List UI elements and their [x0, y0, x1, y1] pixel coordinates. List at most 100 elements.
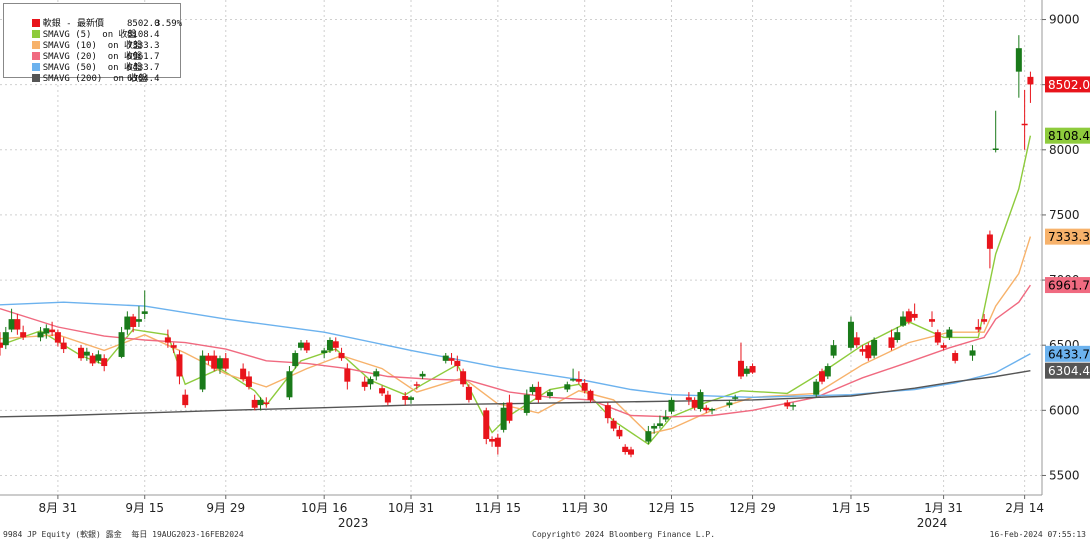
price-badge-label: 8502.0 — [1048, 78, 1090, 92]
candle-body — [651, 425, 658, 429]
candle-body — [321, 350, 328, 354]
legend-label: SMAVG (5) on 收盤 — [42, 30, 137, 40]
candle-body — [732, 397, 739, 399]
candle-body — [448, 358, 455, 361]
candle-body — [911, 313, 918, 318]
candle-body — [164, 337, 171, 343]
legend-item-sma5: SMAVG (5) on 收盤 8108.4 — [10, 19, 160, 40]
candle-body — [1021, 123, 1028, 126]
candle-body — [847, 321, 854, 348]
candle-body — [124, 316, 131, 330]
candle-body — [454, 360, 461, 367]
candle-body — [830, 345, 837, 356]
price-badge — [1045, 228, 1090, 245]
candle-body — [373, 371, 380, 377]
candle-body — [668, 399, 675, 412]
candle-body — [240, 368, 247, 380]
x-tick-label: 10月 31 — [388, 501, 434, 515]
candle-body — [940, 345, 947, 348]
candle-body — [489, 438, 496, 442]
candle-body — [118, 332, 125, 357]
grid — [0, 0, 1042, 495]
legend-swatch — [31, 63, 40, 71]
candle-body — [616, 429, 623, 437]
legend-swatch — [31, 74, 40, 82]
candle-body — [263, 402, 270, 405]
legend-item-sma20: SMAVG (20) on 收盤 6961.7 — [10, 41, 160, 62]
legend-label: SMAVG (20) on 收盤 — [42, 52, 142, 62]
candle-body — [413, 384, 420, 386]
candle-body — [494, 437, 501, 447]
candle-body — [871, 339, 878, 356]
x-axis: 8月 31 9月 15 9月 29 10月 16 10月 31 11月 15 11月 30 1… — [39, 495, 1044, 530]
candle-body — [737, 360, 744, 377]
x-tick-label: 10月 16 — [301, 501, 347, 515]
candle-body — [703, 407, 710, 411]
legend-change: 3.59% — [155, 19, 183, 29]
price-badge-label: 6304.4 — [1048, 364, 1090, 378]
series-line — [0, 135, 1032, 446]
candle-body — [14, 319, 21, 330]
candle-body — [49, 329, 56, 333]
x-tick-label: 1月 15 — [832, 501, 871, 515]
candle-body — [900, 316, 907, 326]
candle-body — [610, 420, 617, 429]
candle-body — [89, 355, 96, 364]
candle-body — [83, 351, 90, 356]
candle-body — [581, 382, 588, 391]
candle-body — [101, 358, 108, 367]
candle-body — [986, 234, 993, 249]
y-tick-label: 8000 — [1049, 143, 1080, 157]
legend-value: 6304.4 — [127, 74, 160, 84]
x-tick-label: 2月 14 — [1005, 501, 1044, 515]
price-badge-label: 7333.3 — [1048, 230, 1090, 244]
candle-body — [367, 379, 374, 385]
legend-label: SMAVG (10) on 收盤 — [42, 41, 142, 51]
candle-body — [402, 396, 409, 400]
candle-body — [784, 402, 791, 407]
candle-body — [622, 446, 629, 453]
candle-body — [251, 399, 258, 408]
x-tick-label: 11月 30 — [561, 501, 607, 515]
candle-body — [54, 332, 61, 343]
x-tick-label: 12月 29 — [729, 501, 775, 515]
candle-body — [743, 368, 750, 374]
candle-body — [726, 402, 733, 406]
legend-label: SMAVG (200) on 收盤 — [42, 74, 148, 84]
y-tick-label: 9000 — [1049, 13, 1080, 27]
candle-body — [483, 410, 490, 439]
candle-body — [662, 416, 669, 420]
candle-body — [43, 328, 50, 334]
candle-body — [292, 353, 299, 367]
candle-body — [529, 386, 536, 393]
price-badge-label: 8108.4 — [1048, 129, 1090, 143]
price-badge — [1045, 345, 1090, 362]
candlesticks — [0, 35, 1034, 458]
candle-body — [245, 376, 252, 387]
candle-body — [819, 371, 826, 382]
legend-item-sma50: SMAVG (50) on 收盤 6433.7 — [10, 52, 160, 73]
legend-swatch — [31, 41, 40, 49]
candle-body — [929, 319, 936, 322]
candle-body — [176, 354, 183, 377]
candle-body — [326, 339, 333, 351]
candle-body — [1027, 76, 1034, 85]
candle-body — [587, 390, 594, 400]
x-tick-label: 11月 15 — [475, 501, 521, 515]
candle-body — [379, 388, 386, 394]
candle-body — [95, 354, 102, 361]
candle-body — [205, 355, 212, 361]
series-line — [0, 301, 1031, 399]
candle-body — [361, 381, 368, 387]
candle-body — [130, 316, 137, 327]
price-badge — [1045, 277, 1090, 294]
candle-body — [888, 337, 895, 348]
candle-body — [575, 379, 582, 382]
footer-copyright: Copyright© 2024 Bloomberg Finance L.P. — [532, 530, 716, 539]
candle-body — [199, 355, 206, 390]
legend-label: SMAVG (50) on 收盤 — [42, 63, 142, 73]
candle-body — [442, 355, 449, 361]
candle-body — [824, 366, 831, 377]
candle-body — [332, 341, 339, 348]
